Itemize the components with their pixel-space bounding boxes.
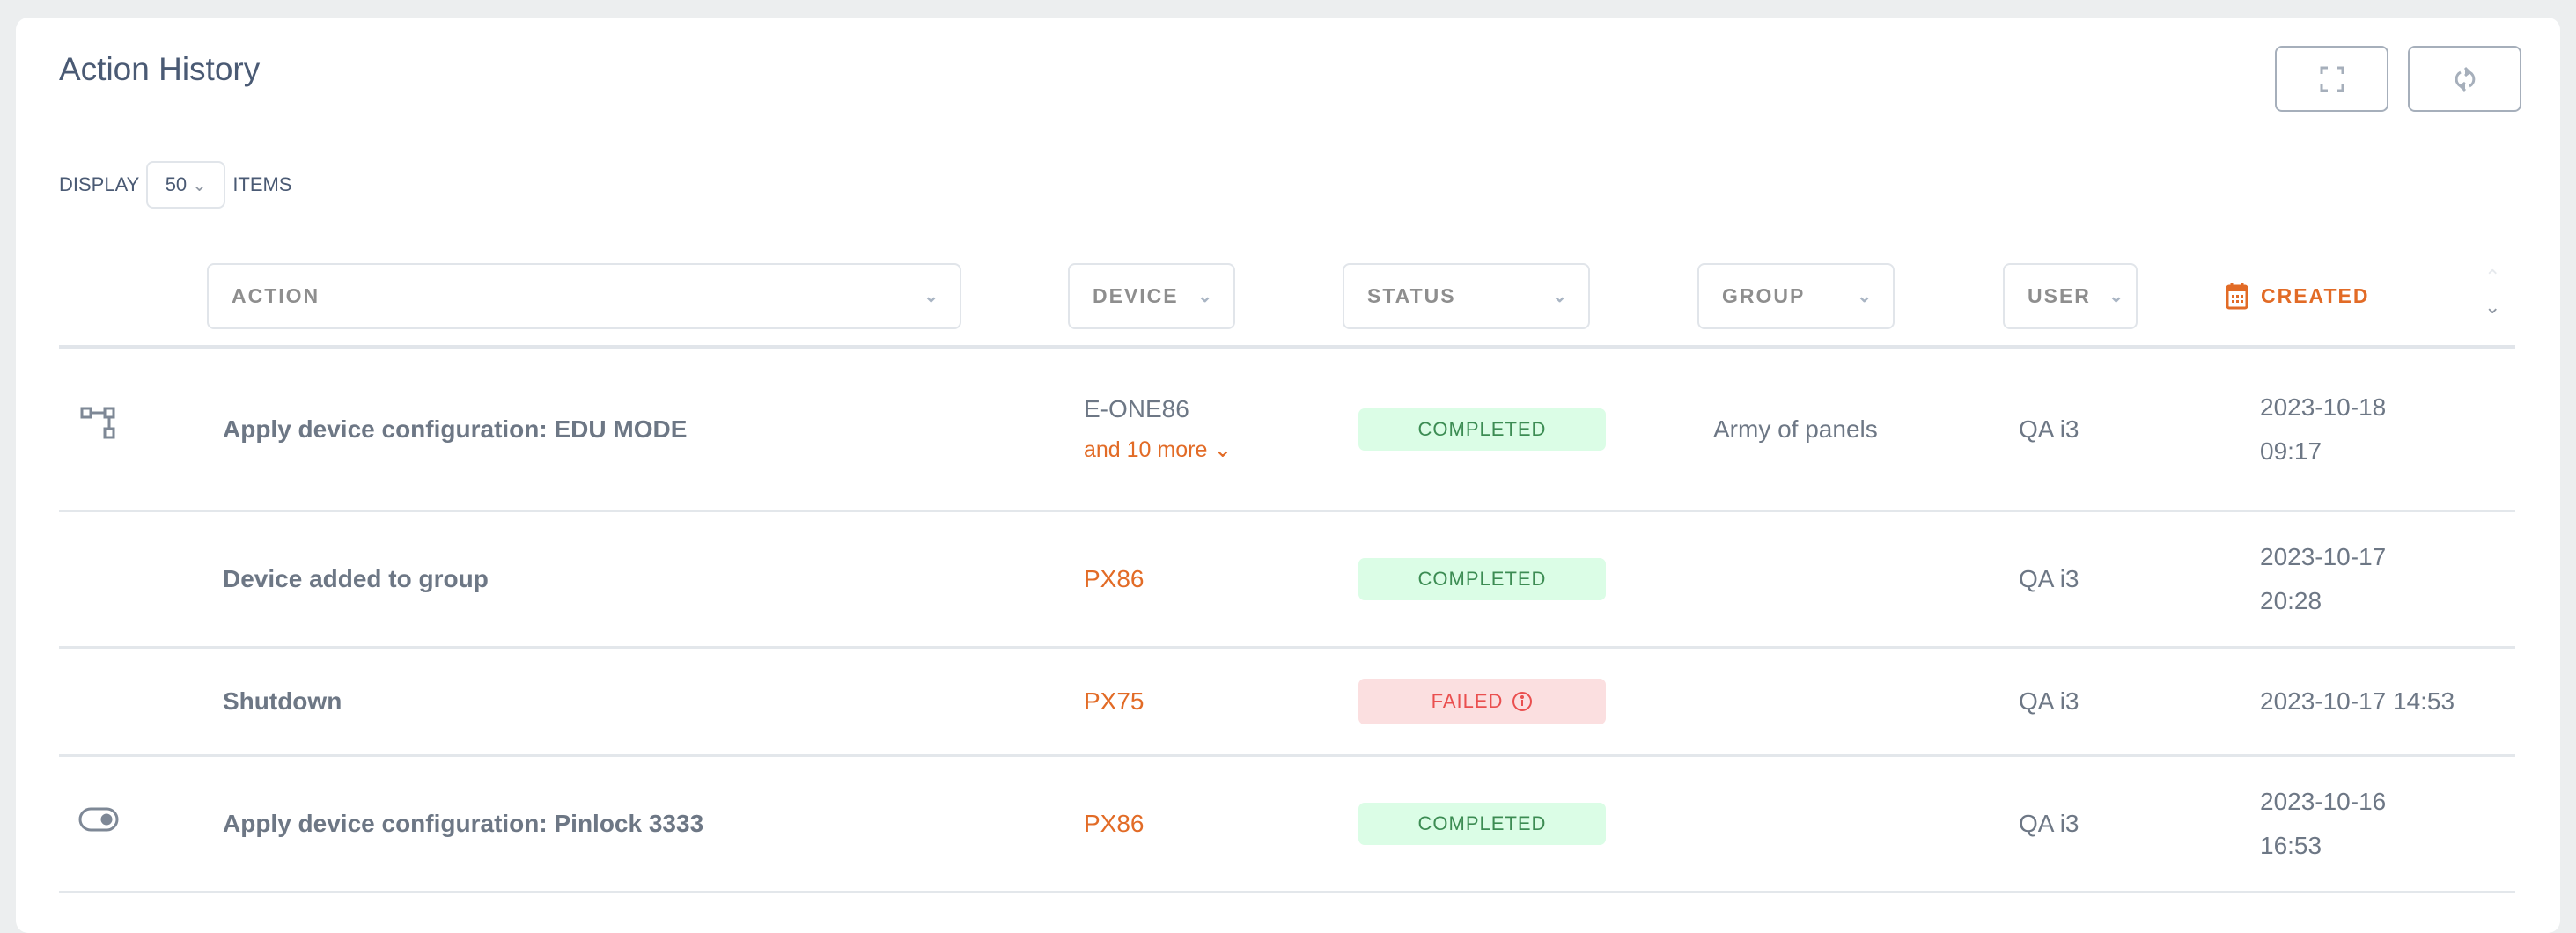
chevron-down-icon: ⌄	[192, 175, 207, 195]
page-title: Action History	[59, 51, 261, 87]
created-time: 16:53	[2260, 832, 2322, 859]
chevron-down-icon: ⌄	[1857, 287, 1872, 306]
user-name: QA i3	[2019, 415, 2079, 443]
sort-toggle[interactable]: ⌃ ⌄	[2484, 262, 2500, 322]
calendar-icon	[2226, 283, 2248, 310]
group-name: Army of panels	[1713, 415, 1878, 443]
fullscreen-icon	[2320, 66, 2344, 92]
status-label: FAILED	[1431, 690, 1504, 712]
created-cell: 2023-10-16 16:53	[2260, 780, 2386, 868]
table-row[interactable]: Shutdown PX75 FAILED QA i3 2023-10-17 14…	[59, 649, 2515, 757]
column-label-user: USER	[2028, 284, 2091, 307]
filter-device[interactable]: DEVICE ⌄	[1068, 263, 1235, 329]
column-label-status: STATUS	[1367, 284, 1456, 307]
more-devices-toggle[interactable]: and 10 more ⌄	[1084, 430, 1232, 470]
device-name: E-ONE86	[1084, 394, 1189, 422]
created-date: 2023-10-16	[2260, 788, 2387, 815]
created-cell: 2023-10-17 20:28	[2260, 535, 2386, 623]
status-badge: COMPLETED	[1358, 408, 1606, 451]
filter-action[interactable]: ACTION ⌄	[207, 263, 961, 329]
created-date: 2023-10-17	[2260, 543, 2387, 570]
header-divider	[59, 345, 2515, 349]
status-label: COMPLETED	[1417, 417, 1547, 440]
hierarchy-icon	[80, 407, 117, 452]
user-name: QA i3	[2019, 565, 2079, 592]
chevron-down-icon: ⌄	[2109, 287, 2123, 306]
created-date: 2023-10-18	[2260, 393, 2387, 421]
fullscreen-button[interactable]	[2275, 46, 2388, 112]
filter-status[interactable]: STATUS ⌄	[1343, 263, 1590, 329]
column-label-device: DEVICE	[1093, 284, 1179, 307]
device-link[interactable]: PX86	[1084, 565, 1144, 592]
items-per-page-select[interactable]: 50 ⌄	[146, 161, 226, 209]
created-time: 20:28	[2260, 587, 2322, 614]
sort-created-header[interactable]: CREATED	[2226, 282, 2369, 310]
table-row[interactable]: Apply device configuration: EDU MODE E-O…	[59, 349, 2515, 512]
filter-group[interactable]: GROUP ⌄	[1697, 263, 1895, 329]
sort-asc-icon: ⌃	[2484, 266, 2501, 288]
status-badge: FAILED	[1358, 679, 1606, 724]
created-datetime: 2023-10-17 14:53	[2260, 687, 2455, 715]
action-name: Apply device configuration: Pinlock 3333	[223, 810, 704, 837]
sort-desc-icon: ⌄	[2484, 296, 2501, 318]
info-icon[interactable]	[1512, 691, 1533, 712]
action-name: Shutdown	[223, 687, 342, 715]
display-label: DISPLAY	[59, 173, 140, 195]
table-row[interactable]: Apply device configuration: Pinlock 3333…	[59, 757, 2515, 893]
status-badge: COMPLETED	[1358, 803, 1606, 845]
column-label-created: CREATED	[2261, 283, 2370, 307]
action-history-card: Action History DISPLAY 50 ⌄ ITEMS ACTION…	[16, 18, 2560, 933]
action-name: Device added to group	[223, 565, 489, 592]
more-devices-label: and 10 more	[1084, 437, 1208, 462]
chevron-down-icon: ⌄	[924, 287, 938, 306]
created-time: 09:17	[2260, 437, 2322, 465]
user-name: QA i3	[2019, 810, 2079, 837]
chevron-down-icon: ⌄	[1197, 287, 1212, 306]
device-cell: E-ONE86 and 10 more ⌄	[1084, 389, 1232, 470]
status-label: COMPLETED	[1417, 568, 1547, 590]
user-name: QA i3	[2019, 687, 2079, 715]
toggle-icon	[78, 804, 119, 844]
display-items-control: DISPLAY 50 ⌄ ITEMS	[59, 161, 292, 209]
chevron-down-icon: ⌄	[1213, 437, 1233, 462]
refresh-icon	[2455, 66, 2475, 92]
chevron-down-icon: ⌄	[1552, 287, 1567, 306]
items-per-page-value: 50	[165, 173, 188, 195]
status-badge: COMPLETED	[1358, 558, 1606, 600]
device-link[interactable]: PX86	[1084, 810, 1144, 837]
table-row[interactable]: Device added to group PX86 COMPLETED QA …	[59, 512, 2515, 649]
status-label: COMPLETED	[1417, 812, 1547, 834]
device-link[interactable]: PX75	[1084, 687, 1144, 715]
items-label: ITEMS	[232, 173, 292, 195]
column-label-action: ACTION	[232, 284, 320, 307]
column-label-group: GROUP	[1722, 284, 1806, 307]
created-cell: 2023-10-18 09:17	[2260, 386, 2386, 474]
action-name: Apply device configuration: EDU MODE	[223, 415, 688, 443]
refresh-button[interactable]	[2408, 46, 2521, 112]
filter-user[interactable]: USER ⌄	[2003, 263, 2138, 329]
